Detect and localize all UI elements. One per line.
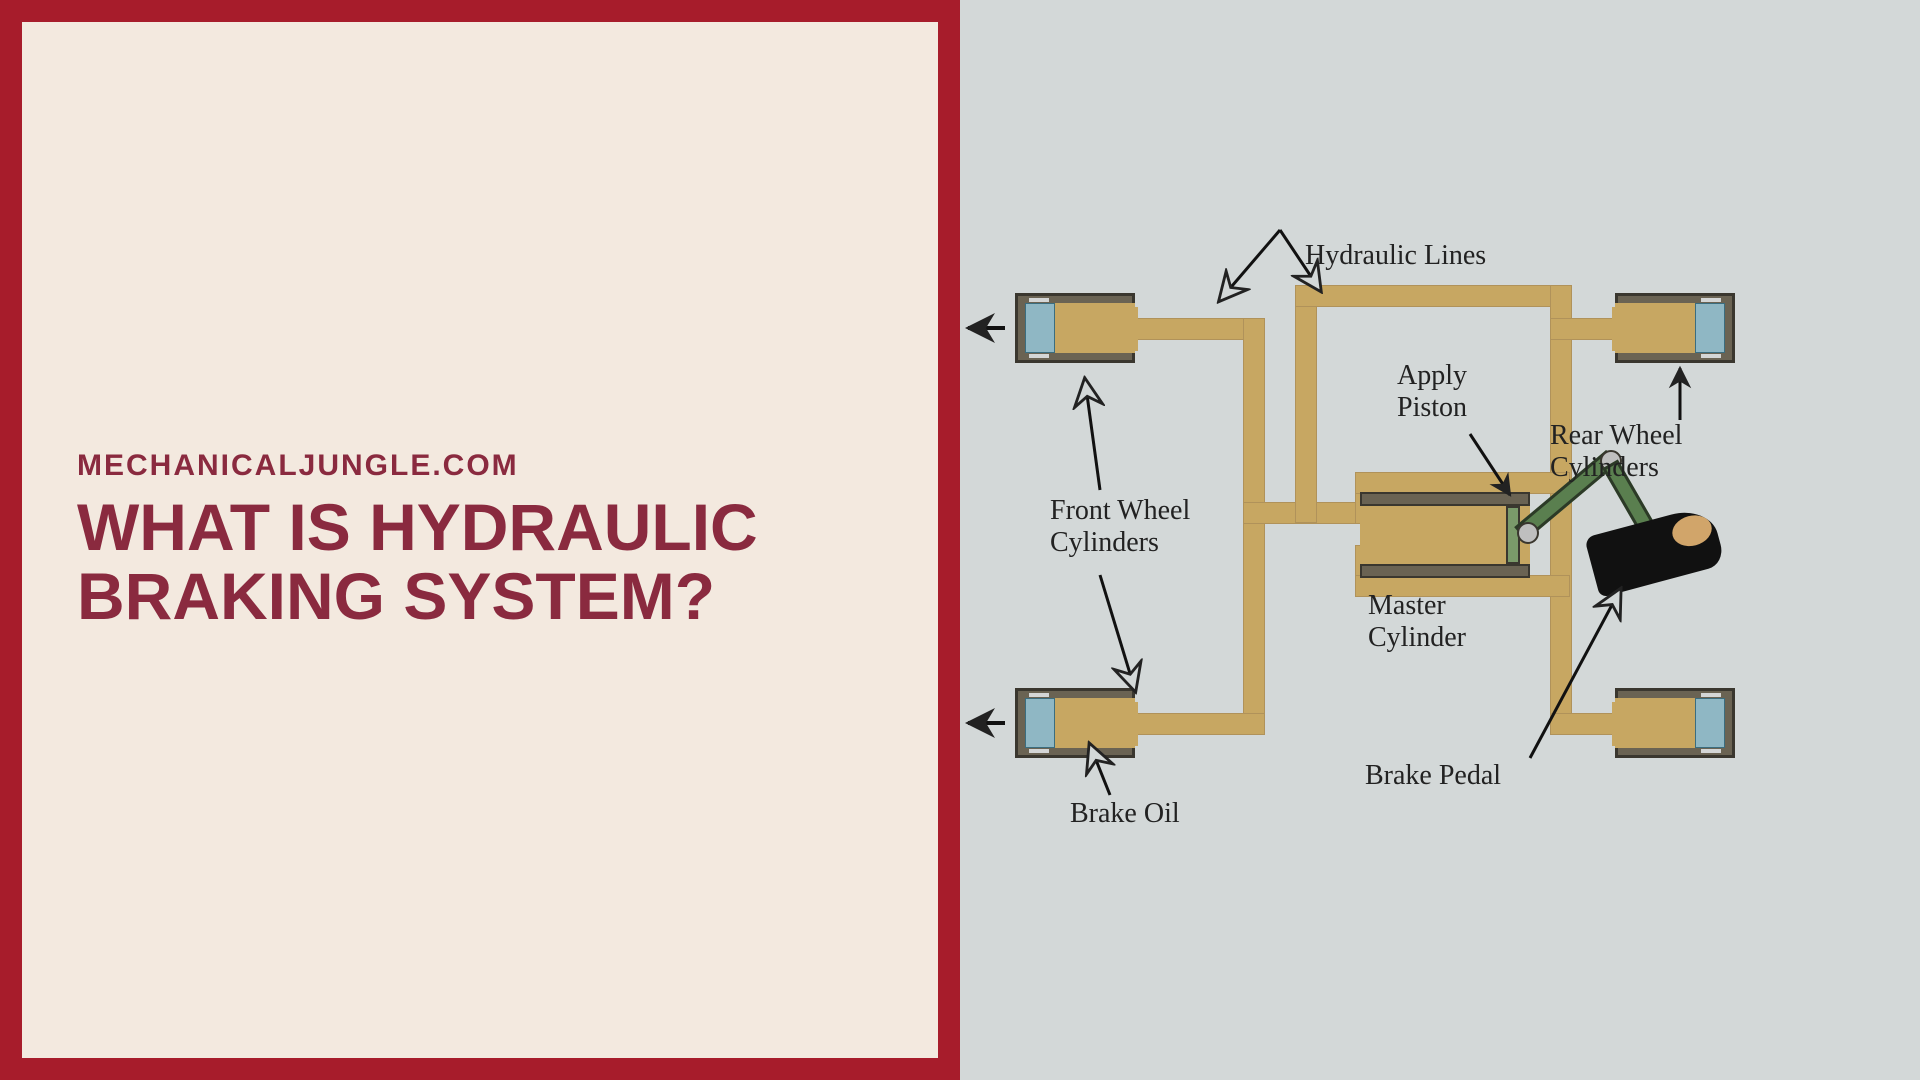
diagram-panel: Hydraulic Lines Front Wheel Cylinders Ap… [960, 0, 1920, 1080]
hydraulic-diagram: Hydraulic Lines Front Wheel Cylinders Ap… [960, 0, 1920, 1080]
rear-wheel-cylinder [1615, 293, 1735, 363]
label-front-wheel-cylinders: Front Wheel Cylinders [1050, 495, 1190, 559]
hydraulic-line [1550, 713, 1620, 735]
label-master-cylinder: Master Cylinder [1368, 590, 1466, 654]
website-label: MECHANICALJUNGLE.COM [77, 449, 938, 483]
pedal-pivot-icon [1517, 522, 1539, 544]
label-hydraulic-lines: Hydraulic Lines [1305, 240, 1486, 272]
hydraulic-line [1295, 285, 1570, 307]
main-title: WHAT IS HYDRAULIC BRAKING SYSTEM? [77, 493, 938, 632]
title-line-1: WHAT IS HYDRAULIC [77, 490, 758, 564]
hydraulic-line [1550, 318, 1620, 340]
hydraulic-line [1243, 318, 1265, 732]
label-apply-piston: Apply Piston [1397, 360, 1467, 424]
master-cylinder [1360, 492, 1530, 578]
label-brake-pedal: Brake Pedal [1365, 760, 1501, 792]
label-rear-wheel-cylinders: Rear Wheel Cylinders [1550, 420, 1682, 484]
hydraulic-line [1355, 472, 1570, 494]
rear-wheel-cylinder [1615, 688, 1735, 758]
left-panel: MECHANICALJUNGLE.COM WHAT IS HYDRAULIC B… [0, 0, 960, 1080]
foot-icon [1584, 504, 1726, 598]
front-wheel-cylinder [1015, 293, 1135, 363]
hydraulic-line [1295, 285, 1317, 523]
label-brake-oil: Brake Oil [1070, 798, 1180, 830]
hydraulic-line [1130, 713, 1265, 735]
title-line-2: BRAKING SYSTEM? [77, 559, 715, 633]
front-wheel-cylinder [1015, 688, 1135, 758]
